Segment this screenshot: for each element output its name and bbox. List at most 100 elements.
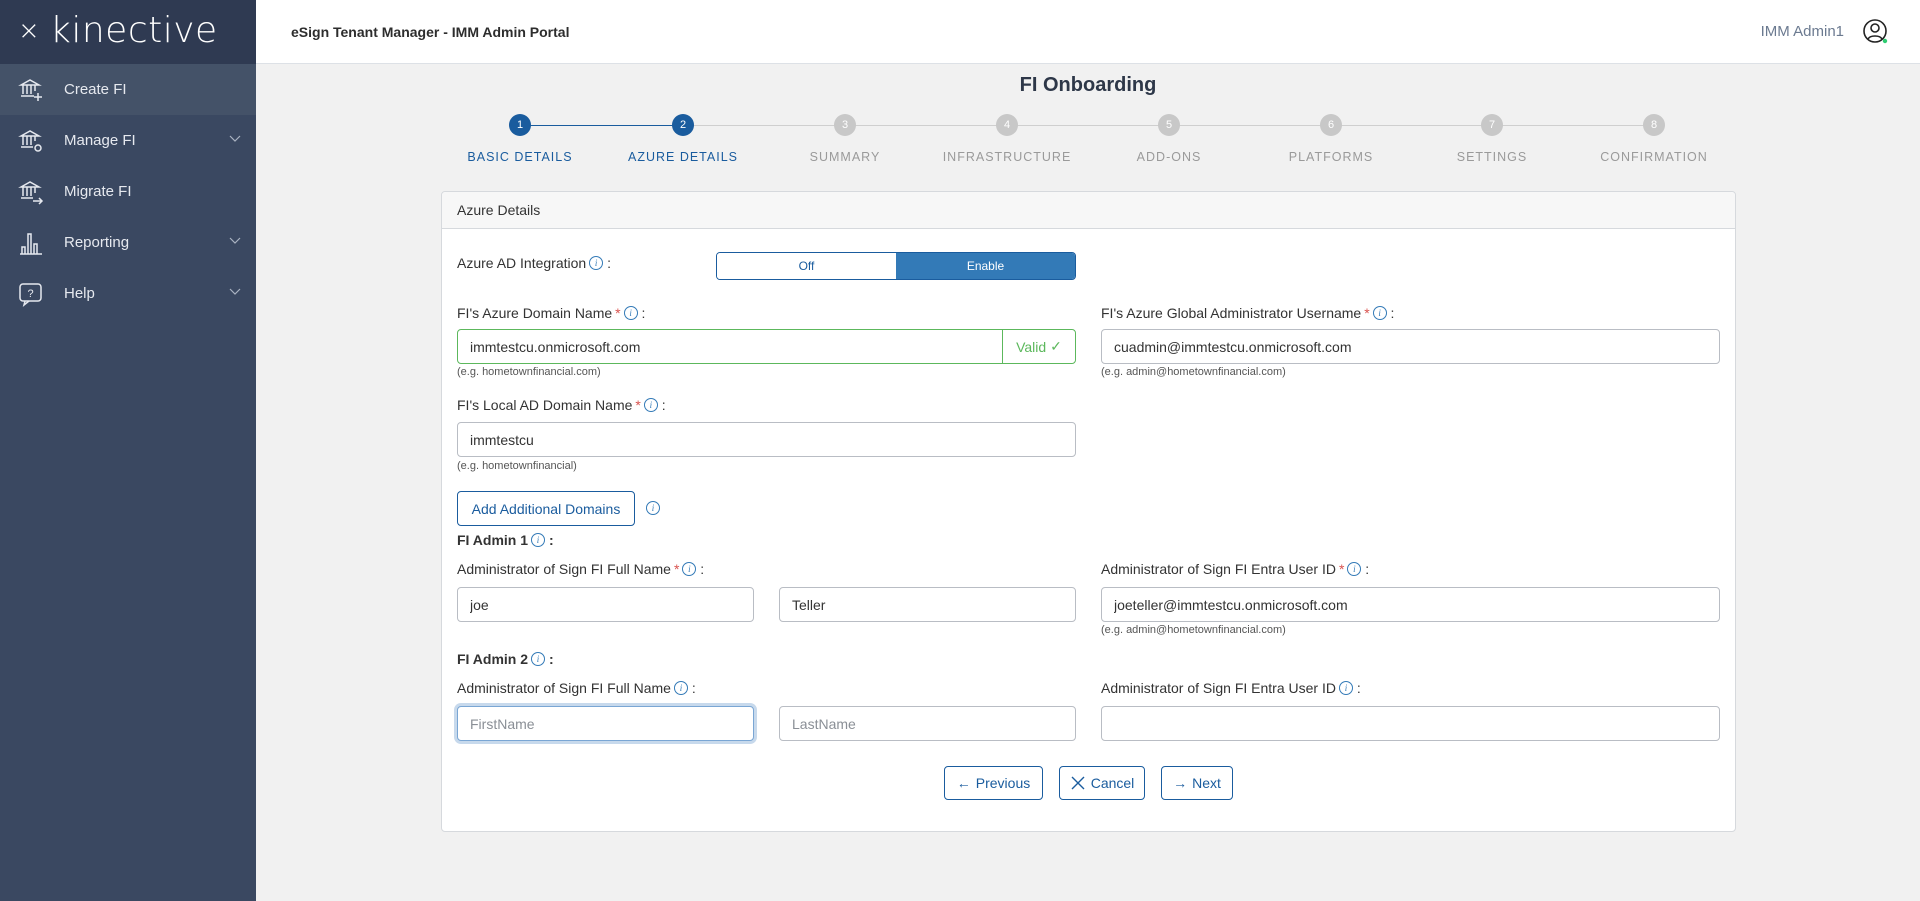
step-circle[interactable]: 7 [1481, 114, 1503, 136]
info-icon[interactable]: i [623, 306, 638, 320]
step-connector [1331, 125, 1492, 126]
next-button[interactable]: → Next [1161, 766, 1233, 800]
label-text: FI's Local AD Domain Name [457, 397, 633, 413]
card-title: Azure Details [457, 202, 541, 218]
chevron-down-icon[interactable] [228, 284, 242, 298]
toggle-enable[interactable]: Enable [896, 253, 1075, 279]
step-circle[interactable]: 5 [1158, 114, 1180, 136]
cancel-button[interactable]: Cancel [1059, 766, 1145, 800]
local-ad-label: FI's Local AD Domain Name * i : [457, 397, 666, 413]
chevron-down-icon[interactable] [228, 131, 242, 145]
global-admin-hint: (e.g. admin@hometownfinancial.com) [1101, 366, 1286, 378]
step-label[interactable]: AZURE DETAILS [627, 150, 738, 164]
required-asterisk: * [615, 305, 621, 321]
admin2-first-name-input[interactable] [457, 706, 754, 741]
info-icon[interactable]: i [531, 652, 546, 666]
user-avatar-icon[interactable] [1862, 18, 1890, 46]
azure-ad-label: Azure AD Integration i : [457, 255, 611, 271]
info-icon[interactable]: i [682, 562, 697, 576]
step-label[interactable]: BASIC DETAILS [467, 150, 573, 164]
previous-button[interactable]: ← Previous [944, 766, 1043, 800]
step-connector [1169, 125, 1331, 126]
step-label[interactable]: INFRASTRUCTURE [942, 150, 1072, 164]
required-asterisk: * [673, 561, 680, 577]
heading-text: FI Admin 2 [457, 651, 529, 667]
required-asterisk: * [1338, 561, 1345, 577]
info-icon[interactable]: i [1347, 562, 1362, 576]
admin2-last-name-input[interactable] [779, 706, 1076, 741]
local-ad-input[interactable] [457, 422, 1076, 457]
sidebar: × kinective Create FI Manage FI Migrate … [0, 0, 256, 901]
label-text: Azure AD Integration [457, 255, 587, 271]
step-connector [683, 125, 845, 126]
step-label[interactable]: SUMMARY [809, 150, 881, 164]
app-title: eSign Tenant Manager - IMM Admin Portal [291, 24, 570, 40]
close-icon [1071, 776, 1085, 790]
svg-text:?: ? [27, 288, 33, 300]
step-label[interactable]: PLATFORMS [1288, 150, 1374, 164]
step-circle[interactable]: 1 [509, 114, 531, 136]
info-icon[interactable]: i [531, 533, 546, 547]
bank-plus-icon [18, 78, 42, 101]
card-header: Azure Details [442, 192, 1735, 229]
bar-chart-icon [20, 232, 42, 255]
info-icon[interactable]: i [1372, 306, 1387, 320]
info-icon[interactable]: i [646, 501, 660, 515]
step-circle[interactable]: 4 [996, 114, 1018, 136]
info-icon[interactable]: i [643, 398, 658, 412]
admin1-id-label: Administrator of Sign FI Entra User ID * i… [1101, 561, 1370, 577]
domain-hint: (e.g. hometownfinancial.com) [457, 366, 601, 378]
admin1-first-name-input[interactable] [457, 587, 754, 622]
azure-details-card: Azure Details Azure AD Integration i : Of… [441, 191, 1736, 832]
sidebar-item-create-fi[interactable]: Create FI [0, 64, 256, 115]
step-connector [520, 125, 683, 126]
sidebar-item-manage-fi[interactable]: Manage FI [0, 115, 256, 166]
step-circle[interactable]: 3 [834, 114, 856, 136]
step-label[interactable]: ADD-ONS [1136, 150, 1202, 164]
chevron-down-icon[interactable] [228, 233, 242, 247]
domain-label: FI's Azure Domain Name * i : [457, 305, 646, 321]
step-circle[interactable]: 8 [1643, 114, 1665, 136]
bank-arrow-icon [18, 180, 44, 205]
valid-text: Valid [1016, 338, 1047, 355]
required-asterisk: * [1364, 305, 1370, 321]
step-circle[interactable]: 6 [1320, 114, 1342, 136]
valid-indicator: Valid ✓ [1002, 330, 1075, 363]
info-icon[interactable]: i [589, 256, 604, 270]
admin2-user-id-input[interactable] [1101, 706, 1720, 741]
sidebar-item-help[interactable]: ? Help [0, 268, 256, 319]
button-label: Cancel [1090, 775, 1135, 791]
global-admin-input[interactable] [1101, 329, 1720, 364]
azure-ad-toggle: Off Enable [716, 252, 1076, 280]
label-text: Administrator of Sign FI Entra User ID [1101, 680, 1336, 696]
arrow-left-icon: ← [956, 775, 971, 791]
step-label[interactable]: SETTINGS [1456, 150, 1528, 164]
admin1-user-id-input[interactable] [1101, 587, 1720, 622]
sidebar-item-reporting[interactable]: Reporting [0, 217, 256, 268]
user-name[interactable]: IMM Admin1 [1760, 23, 1844, 40]
check-icon: ✓ [1050, 338, 1062, 354]
admin2-id-label: Administrator of Sign FI Entra User ID i … [1101, 680, 1361, 696]
label-text: FI's Azure Domain Name [457, 305, 613, 321]
label-text: FI's Azure Global Administrator Username [1101, 305, 1362, 321]
heading-text: FI Admin 1 [457, 532, 529, 548]
toggle-off[interactable]: Off [717, 253, 896, 279]
label-text: Administrator of Sign FI Full Name [457, 561, 671, 577]
step-connector [1492, 125, 1654, 126]
local-ad-hint: (e.g. hometownfinancial) [457, 460, 577, 472]
info-icon[interactable]: i [1338, 681, 1353, 695]
close-icon[interactable]: × [18, 16, 40, 46]
azure-domain-input[interactable] [457, 329, 1076, 364]
logo: kinective [50, 10, 218, 51]
step-circle[interactable]: 2 [672, 114, 694, 136]
step-label[interactable]: CONFIRMATION [1600, 150, 1708, 164]
required-asterisk: * [635, 397, 641, 413]
admin1-last-name-input[interactable] [779, 587, 1076, 622]
label-text: Administrator of Sign FI Full Name [457, 680, 671, 696]
sidebar-item-migrate-fi[interactable]: Migrate FI [0, 166, 256, 217]
admin1-name-label: Administrator of Sign FI Full Name * i : [457, 561, 705, 577]
info-icon[interactable]: i [673, 681, 688, 695]
add-domains-button[interactable]: Add Additional Domains [457, 491, 635, 526]
